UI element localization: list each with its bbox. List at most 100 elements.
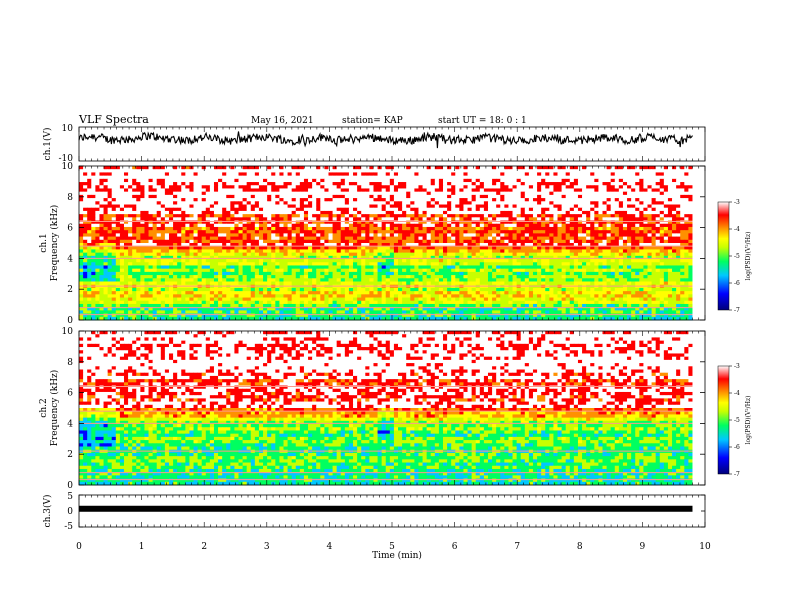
spectrogram-cell (672, 194, 677, 199)
spectrogram-cell (369, 220, 374, 225)
spectrogram-cell (164, 166, 170, 170)
spectrogram-cell (443, 255, 448, 260)
spectrogram-cell (667, 226, 673, 231)
spectrogram-cell (308, 226, 313, 231)
spectrogram-cell (316, 188, 321, 193)
spectrogram-cell (316, 265, 321, 270)
spectrogram-cell (672, 268, 677, 273)
spectrogram-cell (103, 172, 109, 177)
spectrogram-cell (402, 262, 407, 266)
spectrogram-cell (537, 265, 542, 270)
spectrogram-cell (201, 182, 207, 186)
spectrogram-cell (389, 188, 395, 193)
spectrogram-cell (189, 239, 194, 244)
spectrogram-cell (99, 262, 104, 266)
spectrogram-cell (532, 204, 538, 209)
spectrogram-cell (402, 243, 407, 247)
spectrogram-cell (492, 207, 497, 212)
spectrogram-cell (197, 223, 203, 228)
spectrogram-cell (541, 246, 546, 250)
spectrogram-cell (299, 185, 305, 189)
spectrogram-cell (537, 210, 542, 215)
spectrogram-cell (340, 169, 346, 173)
spectrogram-cell (667, 252, 673, 257)
spectrogram-cell (230, 220, 235, 225)
spectrogram-cell (516, 217, 522, 221)
spectrogram-cell (389, 191, 395, 196)
spectrogram-cell (177, 239, 182, 244)
spectrogram-cell (508, 185, 513, 189)
spectrogram-cell (672, 246, 677, 250)
spectrogram-cell (254, 230, 260, 234)
spectrogram-cell (295, 169, 301, 173)
spectrogram-cell (316, 178, 321, 183)
spectrogram-cell (532, 223, 538, 228)
spectrogram-cell (115, 169, 121, 173)
spectrogram-cell (258, 204, 264, 209)
spectrogram-cell (344, 194, 350, 199)
spectrogram-cell (144, 226, 149, 231)
spectrogram-cell (500, 239, 505, 244)
spectrogram-cell (659, 217, 665, 221)
spectrogram-cell (185, 271, 190, 276)
spectrogram-cell (447, 175, 452, 180)
spectrogram-cell (111, 265, 117, 270)
spectrogram-cell (508, 233, 513, 237)
spectrogram-cell (79, 271, 84, 276)
spectrogram-cell (410, 230, 415, 234)
spectrogram-cell (549, 233, 554, 237)
spectrogram-cell (242, 239, 248, 244)
spectrogram-cell (132, 262, 137, 266)
spectrogram-cell (541, 255, 546, 260)
spectrogram-cell (132, 188, 137, 193)
spectrogram-cell (443, 236, 448, 241)
spectrogram-cell (651, 188, 657, 193)
spectrogram-cell (487, 243, 493, 247)
spectrogram-cell (492, 175, 497, 180)
spectrogram-cell (197, 201, 203, 205)
spectrogram-cell (299, 207, 305, 212)
spectrogram-cell (463, 191, 468, 196)
spectrogram-cell (643, 214, 648, 218)
spectrogram-cell (553, 185, 558, 189)
spectrogram-cell (156, 204, 162, 209)
spectrogram-cell (283, 226, 288, 231)
spectrogram-cell (242, 172, 248, 177)
spectrogram-cell (680, 226, 685, 231)
spectrogram-cell (631, 207, 636, 212)
spectrogram-cell (475, 166, 481, 170)
spectrogram-cell (91, 201, 96, 205)
spectrogram-cell (226, 255, 231, 260)
spectrogram-cell (655, 194, 661, 199)
spectrogram-cell (586, 182, 591, 186)
spectrogram-cell (496, 220, 501, 225)
spectrogram-cell (148, 268, 154, 273)
spectrogram-cell (181, 169, 186, 173)
spectrogram-cell (320, 188, 325, 193)
spectrogram-cell (140, 252, 145, 257)
spectrogram-cell (128, 214, 133, 218)
spectrogram-cell (95, 271, 100, 276)
spectrogram-cell (586, 210, 591, 215)
spectrogram-cell (320, 262, 325, 266)
spectrogram-cell (287, 217, 293, 221)
spectrogram-cell (209, 185, 215, 189)
spectrogram-cell (87, 172, 92, 177)
spectrogram-cell (553, 188, 558, 193)
spectrogram-cell (213, 214, 219, 218)
spectrogram-cell (483, 214, 489, 218)
spectrogram-cell (443, 194, 448, 199)
spectrogram-cell (402, 207, 407, 212)
spectrogram-cell (447, 185, 452, 189)
spectrogram-cell (414, 239, 419, 244)
spectrogram-cell (312, 220, 317, 225)
spectrogram-cell (582, 230, 587, 234)
spectrogram-cell (136, 249, 141, 254)
spectrogram-cell (524, 214, 530, 218)
spectrogram-cell (545, 226, 550, 231)
spectrogram-cell (83, 233, 88, 237)
spectrogram-cell (222, 239, 227, 244)
spectrogram-cell (177, 243, 182, 247)
spectrogram-cell (99, 259, 104, 263)
spectrogram-cell (226, 262, 231, 266)
